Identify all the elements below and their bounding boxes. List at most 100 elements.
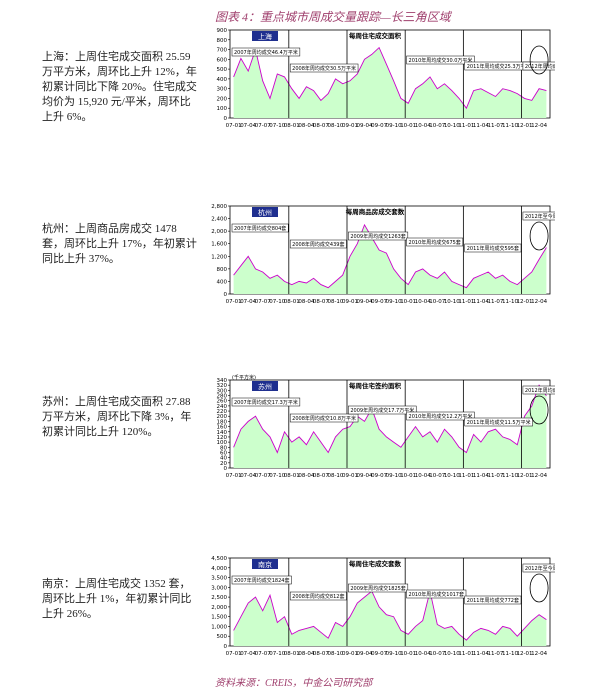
- x-tick-label: 11-10: [502, 651, 518, 657]
- annotation-box: [406, 589, 467, 599]
- x-tick-label: 09-07: [371, 473, 387, 479]
- x-tick-label: 10-01: [400, 473, 416, 479]
- x-tick-label: 07-07: [255, 299, 271, 305]
- annotation-box: [231, 575, 292, 585]
- y-tick-label: 3,000: [211, 585, 227, 591]
- x-tick-label: 12-04: [531, 299, 547, 305]
- y-tick-label: 2,000: [211, 605, 227, 611]
- chart: 010020030040050060070080090007-0107-0407…: [217, 28, 555, 129]
- x-tick-label: 11-10: [502, 299, 518, 305]
- annotation: 2007年周均成交46.4万平米: [234, 49, 298, 56]
- x-tick-label: 10-07: [429, 123, 445, 129]
- chart: 0204060801001201401601802002202402602803…: [217, 374, 555, 479]
- y-tick-label: 280: [217, 394, 228, 400]
- paragraph: 上海：上周住宅成交面积 25.59 万平方米，周环比上升 12%，年初累计同比下…: [42, 51, 197, 123]
- line: [233, 590, 547, 641]
- y-tick-label: 140: [217, 430, 228, 436]
- annotation: 2008年周均成交439套: [292, 241, 344, 248]
- x-tick-label: 10-07: [429, 473, 445, 479]
- city-label: 南京: [258, 560, 272, 569]
- y-tick-label: 200: [217, 414, 228, 420]
- figure-title: 图表 4：重点城市周成交量跟踪—长三角区域: [215, 10, 451, 24]
- chart: 0 500 1,000 1,500 2,000 2,500 3,000 3,500 4,000 4…: [211, 556, 555, 657]
- annotation-box: [464, 243, 522, 253]
- x-tick-label: 09-01: [342, 473, 358, 479]
- x-tick-label: 09-07: [371, 651, 387, 657]
- x-tick-label: 09-07: [371, 123, 387, 129]
- y-tick-label: 300: [217, 87, 228, 93]
- city-label: 杭州: [258, 208, 272, 217]
- x-tick-label: 08-04: [298, 651, 314, 657]
- y-tick-label: 900: [217, 28, 228, 34]
- chart: 04008001,2001,6002,0002,4002,80007-0107-…: [211, 204, 555, 305]
- x-tick-label: 11-07: [487, 651, 503, 657]
- x-tick-label: 07-04: [240, 299, 256, 305]
- chart-title: 每周住宅签约面积: [349, 381, 402, 390]
- highlight-circle: [529, 395, 549, 425]
- x-tick-label: 09-10: [386, 473, 402, 479]
- x-tick-label: 11-10: [502, 123, 518, 129]
- y-tick-label: 260: [217, 399, 228, 405]
- y-tick-label: 500: [217, 634, 228, 640]
- x-tick-label: 12-04: [531, 473, 547, 479]
- highlight-circle: [529, 45, 549, 75]
- y-tick-label: 2,500: [211, 595, 227, 601]
- x-tick-label: 11-04: [473, 651, 489, 657]
- annotation-box: [464, 595, 522, 605]
- annotation-box: [348, 405, 417, 415]
- highlight-circle: [529, 573, 549, 603]
- x-tick-label: 11-07: [487, 123, 503, 129]
- annotation-box: [289, 591, 347, 601]
- annotation-box: [406, 411, 475, 421]
- area: [233, 591, 547, 646]
- city-label: 苏州: [258, 382, 272, 391]
- y-tick-label: 4,500: [211, 556, 227, 562]
- y-tick-label: 0: [224, 466, 228, 472]
- city-badge: [252, 31, 278, 41]
- x-tick-label: 10-10: [444, 299, 460, 305]
- x-tick-label: 10-01: [400, 123, 416, 129]
- line: [233, 384, 547, 454]
- y-tick-label: 240: [217, 404, 228, 410]
- y-tick-label: 100: [217, 106, 228, 112]
- annotation: 2012年至今周均成交1062套: [525, 565, 555, 572]
- axis-label: (千平方米): [232, 374, 256, 381]
- x-tick-label: 09-01: [342, 299, 358, 305]
- x-tick-label: 11-04: [473, 473, 489, 479]
- chart-title: 每周住宅成交面积: [349, 31, 402, 40]
- x-tick-label: 08-04: [298, 123, 314, 129]
- chart-title: 每周住宅成交套数: [349, 559, 402, 568]
- x-tick-label: 12-01: [517, 651, 533, 657]
- x-tick-label: 10-04: [415, 473, 431, 479]
- annotation: 2011年周均成交595套: [467, 245, 519, 252]
- x-tick-label: 07-10: [269, 651, 285, 657]
- annotation: 2007年周均成交804套: [234, 225, 286, 232]
- line: [233, 223, 547, 289]
- x-tick-label: 12-01: [517, 123, 533, 129]
- x-tick-label: 11-04: [473, 299, 489, 305]
- x-tick-label: 09-01: [342, 651, 358, 657]
- annotation-box: [522, 61, 555, 71]
- area: [233, 47, 547, 118]
- x-tick-label: 08-04: [298, 299, 314, 305]
- x-tick-label: 12-04: [531, 123, 547, 129]
- annotation: 2011年周均成交772套: [467, 597, 519, 604]
- x-tick-label: 09-07: [371, 299, 387, 305]
- x-tick-label: 10-01: [400, 299, 416, 305]
- y-tick-label: 1,600: [211, 242, 227, 248]
- x-tick-label: 10-01: [400, 651, 416, 657]
- annotation: 2008年周均成交812套: [292, 593, 344, 600]
- x-tick-label: 12-04: [531, 651, 547, 657]
- x-tick-label: 10-07: [429, 651, 445, 657]
- y-tick-label: 700: [217, 48, 228, 54]
- paragraph: 苏州：上周住宅成交面积 27.88 万平方米，周环比下降 3%，年初累计同比上升…: [42, 396, 192, 438]
- x-tick-label: 07-07: [255, 651, 271, 657]
- y-tick-label: 80: [220, 445, 227, 451]
- annotation: 2011年周均成交25.3万平米: [467, 63, 531, 70]
- y-tick-label: 1,200: [211, 254, 227, 260]
- y-tick-label: 340: [217, 378, 228, 384]
- area: [233, 385, 547, 468]
- y-tick-label: 2,400: [211, 217, 227, 223]
- x-tick-label: 08-01: [284, 473, 300, 479]
- x-tick-label: 07-10: [269, 299, 285, 305]
